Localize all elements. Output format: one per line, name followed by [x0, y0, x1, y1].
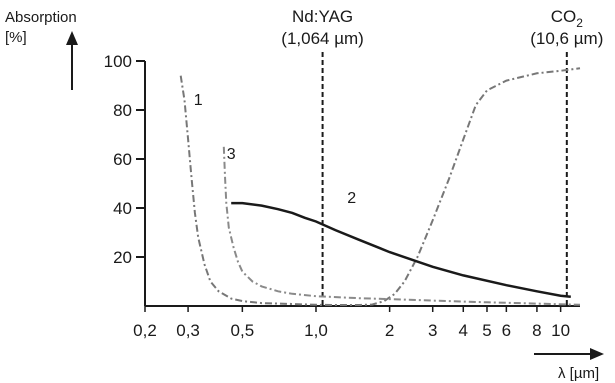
series-3-label: 3 [227, 146, 236, 163]
series-1-line [179, 67, 581, 306]
x-tick-label: 1,0 [304, 321, 328, 340]
x-tick-label: 10 [551, 321, 570, 340]
y-tick-label: 80 [113, 101, 132, 120]
series-3-line [222, 146, 581, 306]
y-axis-label-line1: Absorption [5, 9, 77, 26]
marker-label-bottom: (1,064 µm) [281, 29, 364, 48]
y-tick-label: 60 [113, 150, 132, 169]
x-tick-label: 2 [385, 321, 394, 340]
y-tick-label: 100 [104, 52, 132, 71]
x-tick-label: 6 [502, 321, 511, 340]
y-tick-label: 20 [113, 248, 132, 267]
y-axis-arrow [66, 31, 78, 90]
x-tick-label: 3 [428, 321, 437, 340]
x-tick-label: 0,2 [133, 321, 157, 340]
y-tick-label: 40 [113, 199, 132, 218]
marker-label-top: CO2 [551, 7, 584, 30]
x-tick-label: 8 [532, 321, 541, 340]
marker-label-bottom: (10,6 µm) [530, 29, 603, 48]
x-tick-label: 4 [459, 321, 468, 340]
x-axis-arrow [534, 348, 604, 360]
series-2-label: 2 [347, 190, 356, 207]
x-tick-label: 5 [482, 321, 491, 340]
series-2-line [231, 201, 571, 298]
y-axis-label-line2: [%] [5, 29, 27, 46]
x-tick-label: 0,3 [176, 321, 200, 340]
marker-label-top: Nd:YAG [292, 7, 353, 26]
x-tick-label: 0,5 [231, 321, 255, 340]
x-axis-label: λ [µm] [558, 365, 599, 382]
series-1-label: 1 [194, 92, 203, 109]
